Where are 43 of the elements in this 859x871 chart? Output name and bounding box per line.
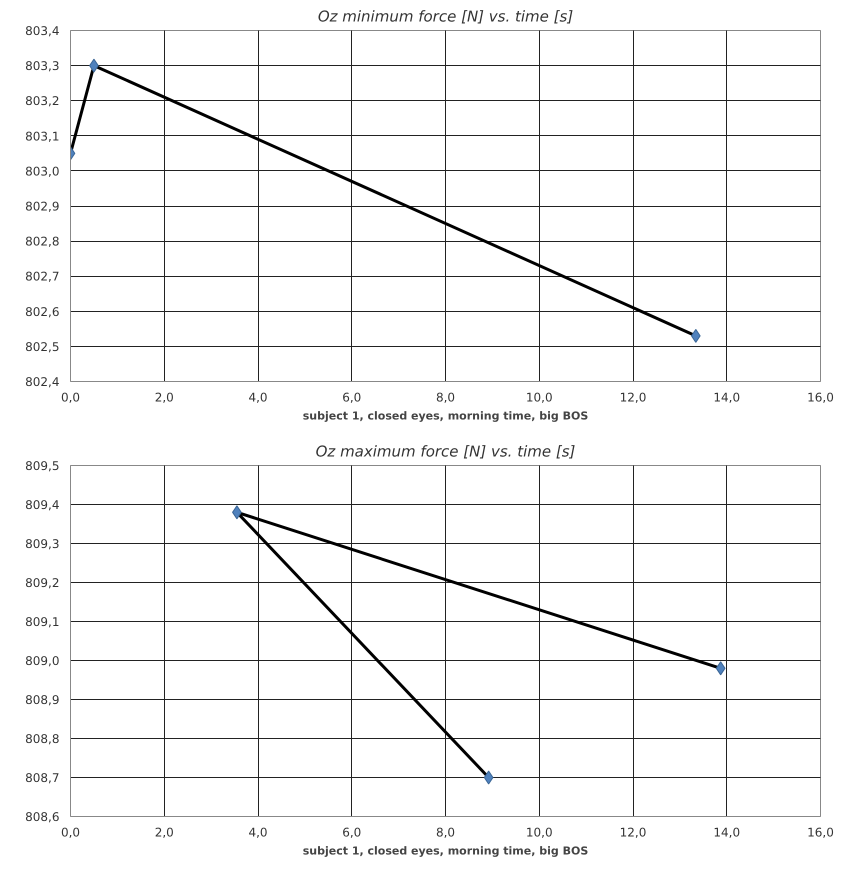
- y-tick-label: 808,9: [25, 693, 60, 707]
- y-tick-label: 809,5: [25, 459, 60, 473]
- y-tick-label: 809,4: [25, 498, 60, 512]
- x-tick-label: 0,0: [60, 826, 80, 840]
- y-tick-label: 809,2: [25, 576, 60, 590]
- y-tick-label: 809,0: [25, 654, 60, 668]
- x-tick-label: 6,0: [342, 390, 362, 404]
- x-tick-label: 12,0: [620, 390, 646, 404]
- y-tick-label: 803,3: [25, 59, 60, 74]
- x-tick-label: 2,0: [154, 390, 174, 404]
- chart-title: Oz minimum force [N] vs. time [s]: [318, 8, 574, 26]
- y-tick-label: 803,1: [25, 129, 60, 144]
- y-tick-label: 802,6: [25, 304, 60, 319]
- x-tick-label: 16,0: [807, 826, 834, 840]
- x-axis-title: subject 1, closed eyes, morning time, big BOS: [302, 844, 588, 858]
- y-tick-label: 802,4: [25, 375, 60, 389]
- y-tick-label: 802,8: [25, 234, 60, 249]
- x-tick-label: 14,0: [713, 826, 740, 840]
- y-tick-label: 803,2: [25, 94, 60, 108]
- y-tick-label: 802,9: [25, 200, 60, 214]
- x-tick-label: 4,0: [248, 390, 268, 404]
- x-tick-label: 8,0: [436, 826, 456, 840]
- y-tick-label: 808,8: [25, 732, 60, 746]
- x-tick-label: 10,0: [526, 826, 553, 840]
- y-tick-label: 803,4: [25, 24, 60, 38]
- y-tick-label: 802,5: [25, 340, 60, 354]
- x-tick-label: 16,0: [807, 390, 834, 404]
- chart-title: Oz maximum force [N] vs. time [s]: [316, 442, 576, 460]
- x-tick-label: 4,0: [248, 826, 268, 840]
- x-tick-label: 12,0: [620, 826, 646, 840]
- y-tick-label: 803,0: [25, 164, 60, 178]
- y-tick-label: 802,7: [25, 270, 60, 284]
- y-tick-label: 808,7: [25, 771, 60, 785]
- x-tick-label: 6,0: [342, 826, 362, 840]
- x-tick-label: 14,0: [713, 390, 740, 404]
- y-tick-label: 809,1: [25, 615, 60, 629]
- y-tick-label: 808,6: [25, 810, 60, 824]
- x-tick-label: 10,0: [526, 390, 553, 404]
- x-axis-title: subject 1, closed eyes, morning time, big BOS: [302, 410, 588, 422]
- x-tick-label: 2,0: [154, 826, 174, 840]
- y-tick-label: 809,3: [25, 537, 60, 551]
- x-tick-label: 8,0: [436, 390, 456, 404]
- x-tick-label: 0,0: [60, 390, 80, 404]
